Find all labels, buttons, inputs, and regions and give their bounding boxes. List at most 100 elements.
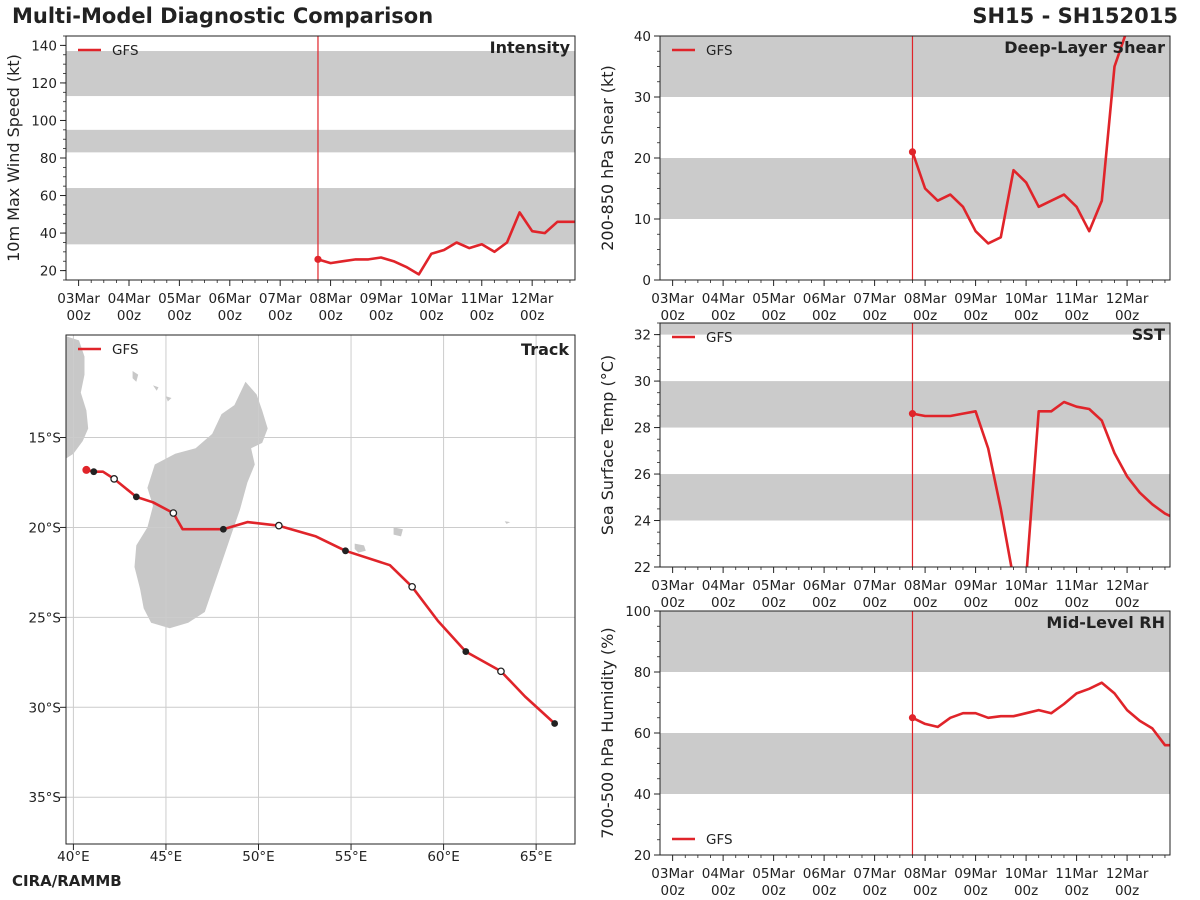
rh-y-tick-label: 100: [625, 604, 651, 620]
intensity-data-point: [314, 255, 322, 263]
track-12h-point: [169, 509, 178, 517]
storm-id: SH15 - SH152015: [972, 4, 1178, 28]
rh-y-tick-label: 60: [634, 726, 651, 742]
track-frame: [65, 334, 576, 845]
track-12h-point: [497, 667, 505, 676]
rh-data-point: [908, 714, 917, 722]
sst-x-tick-label: 00z: [913, 595, 937, 611]
rh-y-tick-label: 80: [634, 665, 651, 681]
sst-x-tick-label: 10Mar: [1005, 578, 1048, 594]
track-y-tick-label: 15°S: [29, 431, 62, 447]
shear-y-tick-label: 40: [634, 29, 651, 45]
panel-intensity: 2040608010012014003Mar00z04Mar00z05Mar00…: [4, 35, 576, 324]
sst-x-tick-label: 07Mar: [853, 578, 896, 594]
rh-x-tick-label: 06Mar: [803, 866, 846, 882]
shear-x-tick-label: 09Mar: [954, 291, 997, 307]
shear-y-tick-label: 20: [634, 151, 651, 167]
intensity-x-tick-label: 00z: [218, 308, 242, 324]
shear-y-tick-label: 0: [642, 273, 651, 289]
intensity-x-tick-label: 07Mar: [259, 291, 302, 307]
sst-x-tick-label: 00z: [761, 595, 785, 611]
mauritius-island: [393, 527, 403, 537]
shear-band: [660, 158, 1170, 219]
madagascar: [134, 381, 268, 629]
track-title: Track: [521, 340, 569, 359]
rh-x-tick-label: 00z: [660, 883, 684, 899]
panel-track: 40°E 45°E 50°E 55°E 60°E 65°E 15°S 20°S 25°S 30°S…: [29, 334, 576, 865]
sst-x-tick-label: 00z: [711, 595, 735, 611]
rh-x-tick-label: 08Mar: [904, 866, 947, 882]
intensity-x-tick-label: 00z: [419, 308, 443, 324]
intensity-x-tick-label: 00z: [318, 308, 342, 324]
intensity-y-label: 10m Max Wind Speed (kt): [4, 54, 23, 262]
rh-title: Mid-Level RH: [1046, 613, 1165, 632]
sst-x-tick-label: 09Mar: [954, 578, 997, 594]
shear-x-tick-label: 00z: [1064, 308, 1088, 324]
intensity-x-tick-label: 00z: [520, 308, 544, 324]
intensity-x-tick-label: 08Mar: [309, 291, 352, 307]
shear-x-tick-label: 04Mar: [702, 291, 745, 307]
intensity-x-tick-label: 06Mar: [208, 291, 251, 307]
shear-x-tick-label: 05Mar: [752, 291, 795, 307]
intensity-x-tick-label: 05Mar: [158, 291, 201, 307]
shear-x-tick-label: 12Mar: [1106, 291, 1149, 307]
africa-coast: [66, 336, 89, 459]
intensity-x-tick-label: 00z: [369, 308, 393, 324]
sst-y-label: Sea Surface Temp (°C): [598, 355, 617, 535]
intensity-x-tick-label: 04Mar: [108, 291, 151, 307]
sst-y-tick-label: 30: [634, 374, 651, 390]
rh-x-tick-label: 00z: [761, 883, 785, 899]
track-x-tick-label: 65°E: [520, 849, 552, 865]
sst-y-tick-label: 22: [634, 560, 651, 576]
intensity-x-tick-label: 00z: [470, 308, 494, 324]
intensity-y-tick-label: 20: [40, 264, 57, 280]
track-series-line: [86, 468, 556, 725]
shear-band: [660, 36, 1170, 97]
track-y-tick-label: 35°S: [29, 790, 62, 806]
intensity-x-tick-label: 11Mar: [460, 291, 503, 307]
intensity-y-tick-label: 40: [40, 226, 57, 242]
shear-legend-label: GFS: [706, 43, 733, 59]
sst-series-line: [912, 400, 1170, 567]
panel-sst: 22242628303203Mar00z04Mar00z05Mar00z06Ma…: [598, 322, 1171, 611]
intensity-title: Intensity: [490, 38, 571, 57]
sst-data-point: [908, 410, 917, 418]
sst-x-tick-label: 11Mar: [1055, 578, 1098, 594]
rh-x-tick-label: 00z: [862, 883, 886, 899]
sst-band: [660, 474, 1170, 521]
rh-x-tick-label: 03Mar: [651, 866, 694, 882]
track-daily-point: [90, 468, 98, 476]
sst-x-tick-label: 00z: [963, 595, 987, 611]
shear-x-tick-label: 06Mar: [803, 291, 846, 307]
sst-x-tick-label: 08Mar: [904, 578, 947, 594]
rh-x-tick-label: 04Mar: [702, 866, 745, 882]
sst-x-tick-label: 00z: [1064, 595, 1088, 611]
shear-y-tick-label: 30: [634, 90, 651, 106]
panel-shear: 01020304003Mar00z04Mar00z05Mar00z06Mar00…: [598, 29, 1171, 324]
sst-x-tick-label: 03Mar: [651, 578, 694, 594]
sst-legend-label: GFS: [706, 330, 733, 346]
rh-band: [660, 611, 1170, 672]
intensity-x-tick-label: 09Mar: [360, 291, 403, 307]
shear-x-tick-label: 00z: [1115, 308, 1139, 324]
track-x-tick-label: 55°E: [335, 849, 367, 865]
rh-x-tick-label: 12Mar: [1106, 866, 1149, 882]
credit-label: CIRA/RAMMB: [12, 872, 122, 890]
track-x-tick-label: 40°E: [57, 849, 89, 865]
shear-x-tick-label: 08Mar: [904, 291, 947, 307]
shear-x-tick-label: 10Mar: [1005, 291, 1048, 307]
mayotte-island: [165, 396, 172, 402]
rh-x-tick-label: 00z: [963, 883, 987, 899]
rh-x-tick-label: 00z: [1014, 883, 1038, 899]
track-daily-point: [462, 648, 470, 655]
track-12h-point: [110, 475, 118, 483]
intensity-x-tick-label: 10Mar: [410, 291, 453, 307]
figure-title: Multi-Model Diagnostic Comparison: [12, 4, 434, 28]
sst-x-tick-label: 12Mar: [1106, 578, 1149, 594]
intensity-y-tick-label: 120: [31, 76, 57, 92]
sst-x-tick-label: 00z: [660, 595, 684, 611]
intensity-x-tick-label: 00z: [117, 308, 141, 324]
reunion-island: [354, 543, 366, 553]
rh-x-tick-label: 00z: [913, 883, 937, 899]
track-y-tick-label: 25°S: [29, 610, 62, 626]
